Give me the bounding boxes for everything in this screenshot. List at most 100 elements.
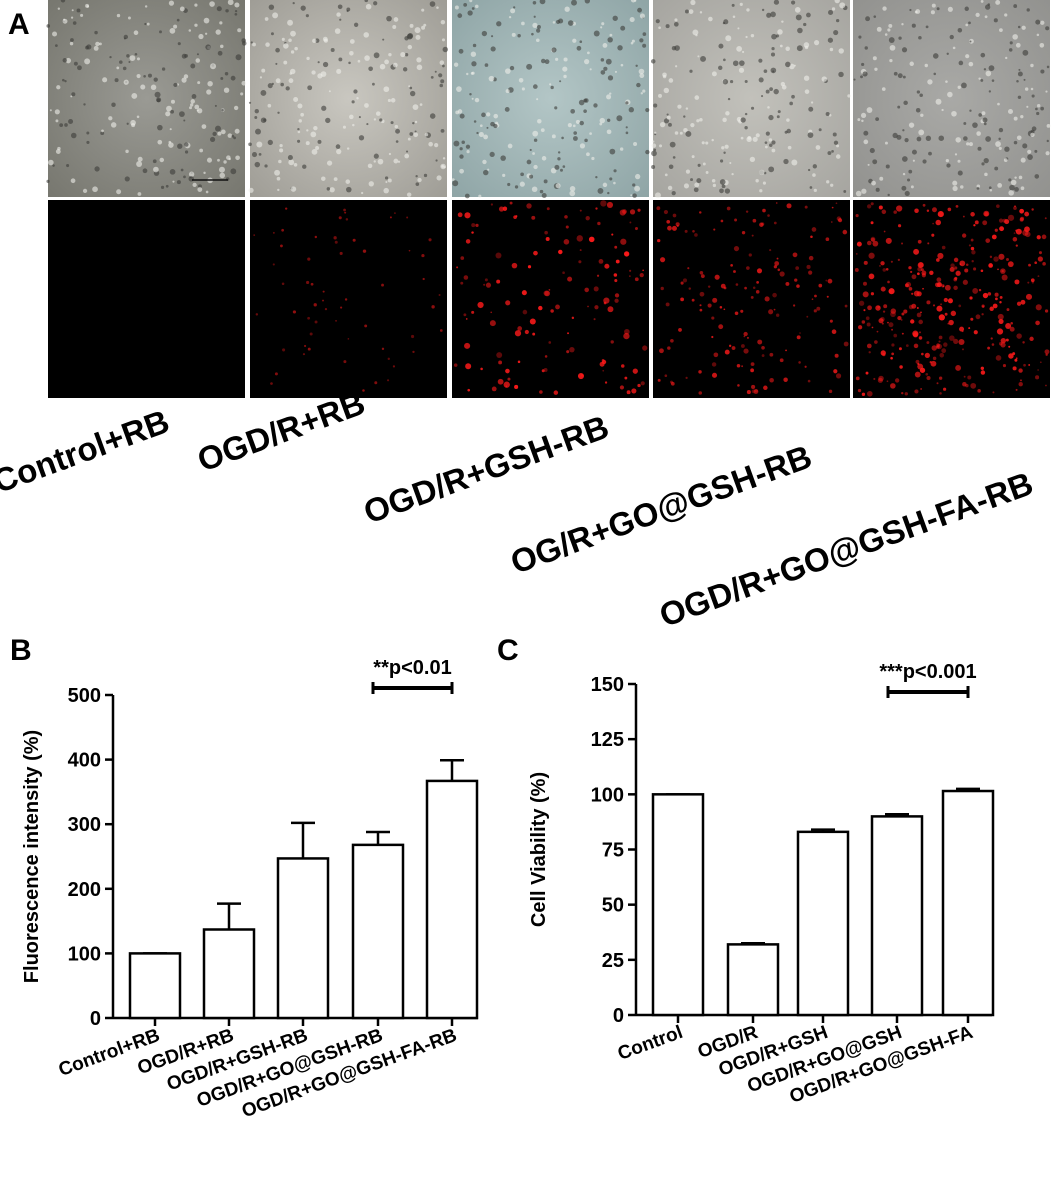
cell — [442, 157, 446, 160]
cell — [668, 78, 674, 83]
cell — [92, 186, 98, 193]
fluorescent-cell — [757, 339, 763, 345]
cell — [237, 28, 242, 33]
fluorescent-cell — [713, 352, 719, 358]
cell — [55, 149, 61, 154]
cell — [424, 132, 429, 137]
cell — [613, 181, 616, 185]
y-tick-label: 50 — [602, 895, 624, 917]
fluorescent-cell — [975, 314, 981, 320]
fluorescent-cell — [922, 203, 926, 207]
fluorescent-cell — [680, 281, 684, 285]
cell — [526, 159, 532, 165]
fluorescent-cell — [1044, 217, 1047, 220]
cell — [412, 121, 415, 125]
cell — [357, 59, 361, 63]
cell — [300, 112, 304, 117]
fluorescent-cell — [862, 281, 867, 286]
fluorescent-cell — [867, 305, 872, 311]
cell — [998, 146, 1002, 150]
fluorescent-cell — [699, 304, 702, 307]
cell — [587, 51, 590, 55]
cell — [762, 181, 766, 185]
cell — [140, 84, 146, 90]
cell — [797, 27, 803, 34]
fluorescent-cell — [1013, 206, 1017, 210]
fluorescent-cell — [1035, 304, 1042, 311]
cell — [620, 63, 624, 67]
cell — [607, 75, 614, 81]
cell — [102, 77, 108, 83]
cell — [972, 122, 978, 128]
fluorescent-cell — [603, 301, 607, 305]
cell — [1030, 129, 1035, 134]
cell — [264, 164, 268, 168]
cell — [931, 3, 936, 8]
cell — [946, 52, 949, 55]
cell — [711, 138, 714, 142]
cell — [270, 32, 274, 36]
fluorescent-cell — [666, 219, 671, 224]
y-axis-label: Fluorescence intensity (%) — [21, 730, 43, 983]
fluorescent-cell — [562, 271, 565, 275]
fluorescent-cell — [855, 376, 860, 381]
cell — [554, 164, 560, 170]
cell — [831, 7, 836, 11]
fluorescent-cell — [431, 305, 435, 309]
cell — [796, 45, 803, 52]
fluorescent-cell — [675, 222, 680, 227]
fluorescent-cell — [750, 295, 754, 299]
cell — [234, 128, 240, 134]
fluorescent-cell — [730, 263, 733, 267]
cell — [94, 166, 100, 172]
cell — [830, 183, 834, 187]
cell — [275, 47, 280, 53]
cell — [71, 92, 76, 97]
cell — [248, 142, 252, 147]
cell — [998, 137, 1001, 141]
cell — [290, 186, 297, 192]
cell — [337, 4, 343, 10]
cell — [409, 132, 414, 136]
cell — [64, 123, 68, 127]
fluorescent-cell — [883, 304, 888, 309]
fluorescent-cell — [733, 270, 736, 273]
fluorescent-cell — [595, 207, 598, 210]
cell — [991, 79, 995, 82]
cell — [217, 158, 220, 162]
fluorescent-cell — [1042, 262, 1046, 266]
cell — [919, 93, 923, 98]
cell — [947, 6, 953, 12]
fluorescent-cell — [619, 209, 626, 216]
fluorescent-cell — [968, 327, 971, 330]
cell — [730, 79, 734, 84]
cell — [440, 79, 445, 84]
fluorescent-cell — [412, 350, 415, 354]
cell — [414, 130, 417, 133]
cell — [560, 168, 563, 172]
fluorescent-cell — [857, 388, 862, 393]
cell — [297, 103, 303, 109]
fluorescent-cell — [1008, 345, 1011, 348]
cell — [861, 188, 867, 194]
cell — [843, 190, 847, 193]
cell — [77, 65, 82, 71]
fluorescent-cell — [343, 208, 346, 212]
cell — [1040, 106, 1044, 111]
fluorescent-cell — [806, 315, 809, 318]
fluorescent-cell — [392, 365, 396, 368]
cell — [1013, 116, 1018, 121]
cell — [654, 131, 657, 134]
cell — [946, 163, 951, 168]
fluorescent-cell — [912, 331, 919, 338]
fluorescent-cell — [374, 381, 378, 385]
cell — [723, 58, 726, 62]
cell — [825, 111, 830, 116]
fluorescent-cell — [684, 229, 688, 233]
cell — [453, 140, 460, 147]
cell — [226, 155, 231, 160]
cell — [529, 148, 532, 152]
fluorescent-cell — [579, 249, 582, 252]
fluorescent-cell — [255, 313, 259, 316]
